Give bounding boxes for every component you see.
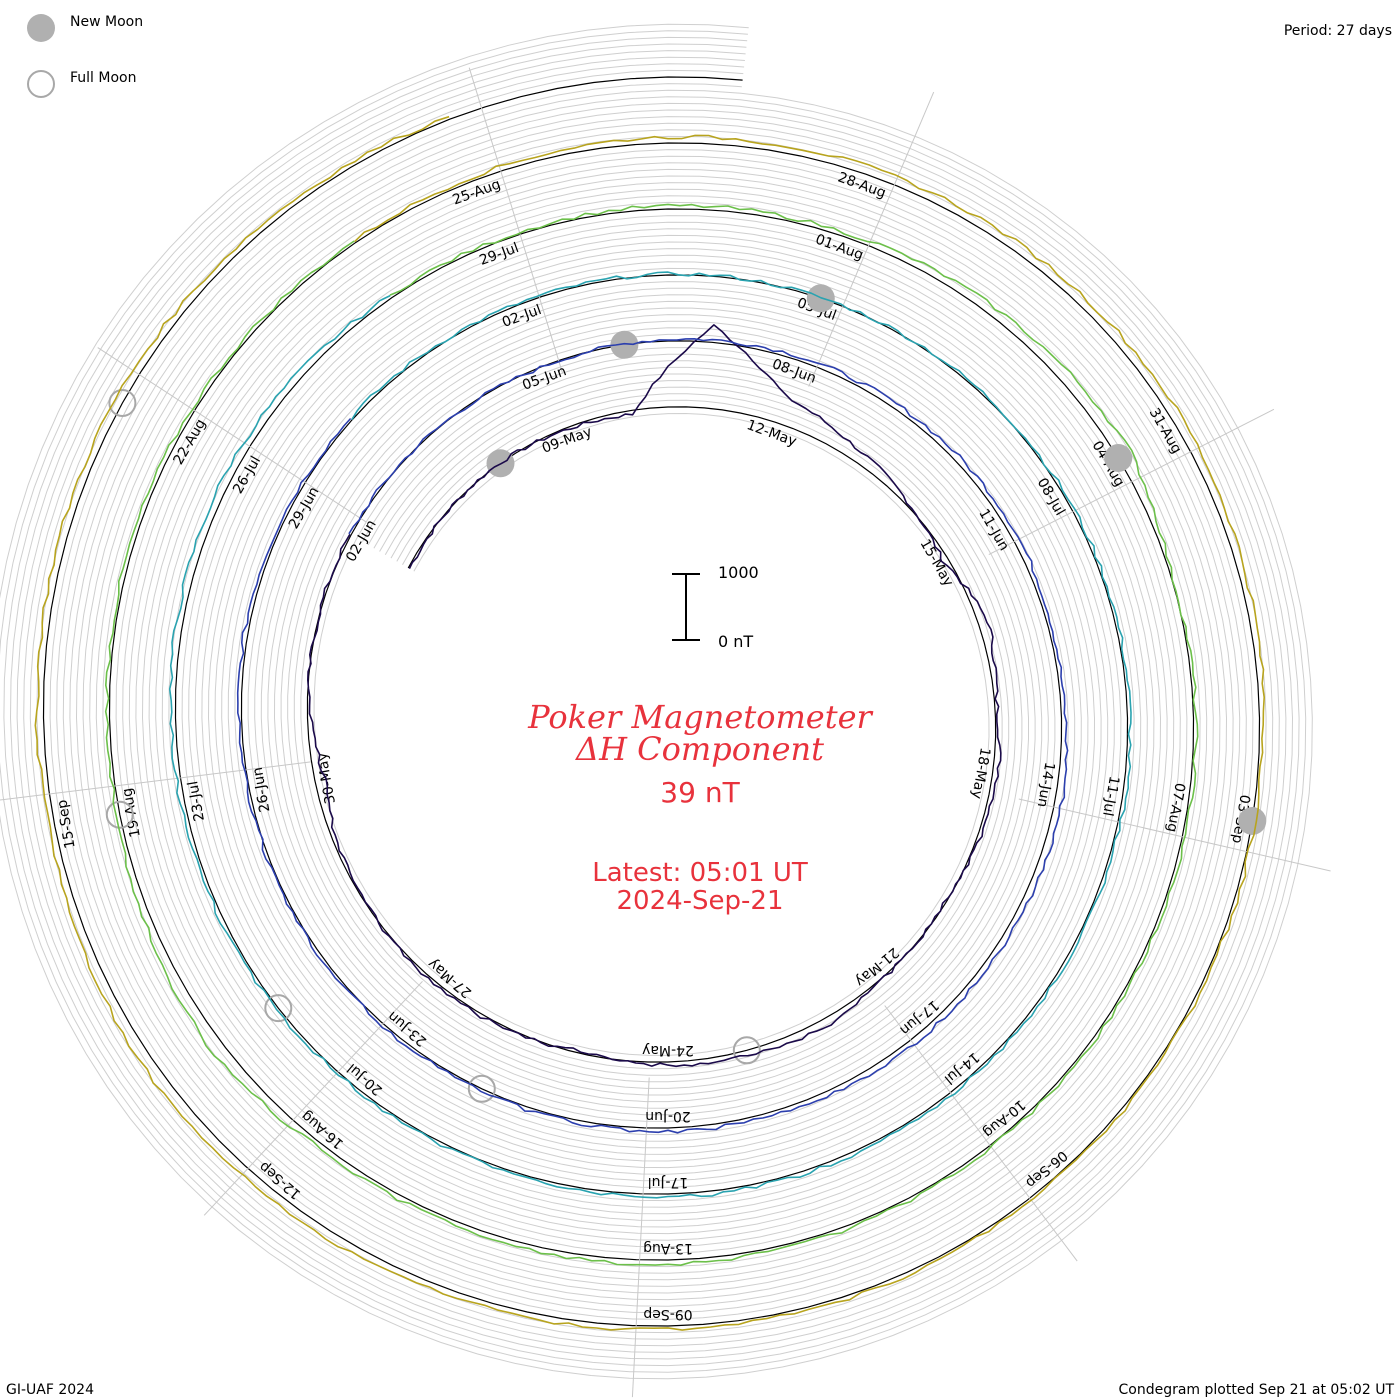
full-moon-marker xyxy=(732,1036,761,1065)
day-spoke xyxy=(468,67,564,374)
new-moon-legend-label: New Moon xyxy=(70,14,144,30)
new-moon-marker xyxy=(1238,807,1267,835)
date-label: 24-May xyxy=(642,1042,694,1058)
day-spoke xyxy=(203,980,423,1216)
reference-rings xyxy=(0,23,1313,1380)
reference-ring xyxy=(0,30,1307,1373)
date-label: 09-Sep xyxy=(643,1306,692,1322)
new-moon-marker xyxy=(610,330,639,359)
reference-ring xyxy=(29,63,1274,1340)
reference-ring xyxy=(3,36,1300,1367)
scale-bottom-label: 0 nT xyxy=(718,632,754,651)
full-moon-marker xyxy=(105,800,134,829)
day-spoke xyxy=(808,91,935,387)
date-label: 01-Aug xyxy=(813,231,865,263)
day-spoke xyxy=(97,347,367,523)
new-moon-marker xyxy=(1104,444,1133,472)
date-label: 12-May xyxy=(744,417,798,450)
current-value: 39 nT xyxy=(660,776,740,809)
date-label: 13-Aug xyxy=(643,1240,693,1256)
full-moon-marker xyxy=(108,389,137,417)
plotted-label: Condegram plotted Sep 21 at 05:02 UT xyxy=(1118,1382,1394,1398)
data-trace-series xyxy=(168,271,1132,1199)
full-moon-icon xyxy=(27,70,55,98)
day-spoke xyxy=(1018,798,1331,872)
data-trace-series xyxy=(236,338,1069,1134)
date-label: 20-Jun xyxy=(645,1108,691,1124)
chart-subtitle: ΔH Component xyxy=(575,730,825,768)
data-traces xyxy=(34,115,1265,1331)
period-label: Period: 27 days xyxy=(1283,23,1392,39)
reference-ring xyxy=(0,23,1313,1380)
day-spoke xyxy=(631,1077,650,1398)
baseline-spiral xyxy=(42,76,1261,1327)
data-trace-series xyxy=(34,115,1265,1331)
scale-top-label: 1000 xyxy=(718,563,759,582)
full-moon-marker xyxy=(264,994,293,1023)
date-label: 25-Aug xyxy=(451,176,503,208)
date-label: 14-Jul xyxy=(941,1049,982,1087)
date-label: 26-Jun xyxy=(250,766,274,814)
latest-time: Latest: 05:01 UT xyxy=(592,858,808,888)
full-moon-marker xyxy=(467,1074,496,1103)
date-label: 11-Jul xyxy=(1099,775,1122,818)
latest-date: 2024-Sep-21 xyxy=(616,886,784,916)
reference-ring xyxy=(36,69,1267,1334)
credit-label: GI-UAF 2024 xyxy=(6,1382,94,1398)
date-label: 23-Jul xyxy=(185,780,208,823)
date-label: 05-Jun xyxy=(520,363,568,394)
data-trace-series xyxy=(307,324,1002,1068)
date-label: 28-Aug xyxy=(836,169,888,201)
date-label: 17-Jul xyxy=(648,1174,689,1190)
date-label: 26-Jul xyxy=(230,453,264,496)
reference-ring xyxy=(49,83,1254,1320)
reference-ring xyxy=(16,50,1287,1353)
data-trace-series xyxy=(104,203,1199,1266)
reference-ring xyxy=(9,43,1294,1360)
day-spoke xyxy=(0,761,311,801)
new-moon-icon xyxy=(27,14,55,42)
full-moon-legend-label: Full Moon xyxy=(70,70,137,86)
date-label: 14-Jun xyxy=(1034,761,1058,809)
chart-title: Poker Magnetometer xyxy=(528,698,872,736)
date-label: 27-May xyxy=(425,955,475,1001)
day-spoke xyxy=(988,408,1275,556)
reference-ring xyxy=(23,56,1280,1347)
day-spokes xyxy=(0,67,1331,1398)
day-spoke xyxy=(884,1005,1078,1262)
date-label: 20-Jul xyxy=(344,1060,385,1098)
scale-bar xyxy=(672,573,700,641)
